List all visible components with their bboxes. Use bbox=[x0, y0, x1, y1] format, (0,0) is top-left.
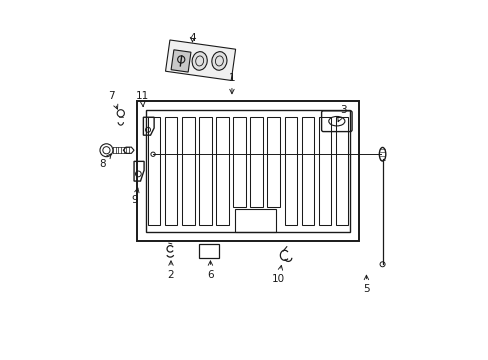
Text: 8: 8 bbox=[100, 154, 111, 169]
Text: 7: 7 bbox=[108, 91, 118, 109]
Text: 6: 6 bbox=[207, 261, 213, 280]
Text: 1: 1 bbox=[228, 73, 235, 94]
Text: 10: 10 bbox=[271, 265, 285, 284]
Text: 4: 4 bbox=[189, 33, 195, 43]
Text: 2: 2 bbox=[167, 261, 174, 280]
Polygon shape bbox=[165, 40, 235, 81]
Text: 11: 11 bbox=[135, 91, 149, 107]
Ellipse shape bbox=[192, 51, 207, 70]
Ellipse shape bbox=[211, 51, 226, 70]
Text: 3: 3 bbox=[337, 105, 346, 122]
Text: 9: 9 bbox=[132, 188, 139, 205]
Text: 5: 5 bbox=[363, 275, 369, 294]
Polygon shape bbox=[171, 50, 190, 72]
